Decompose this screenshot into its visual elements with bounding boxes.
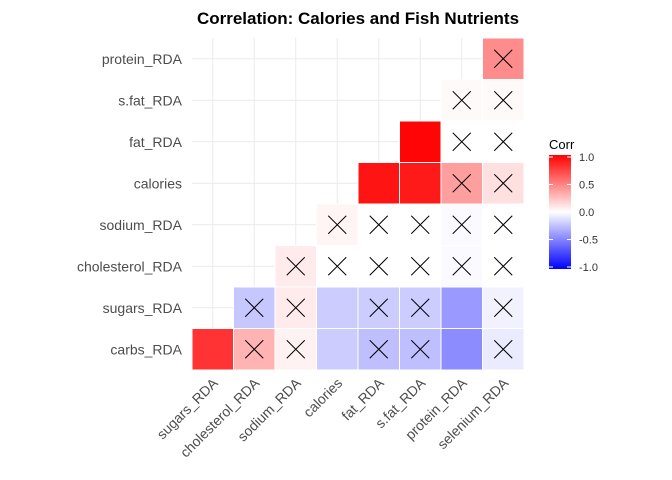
legend: Corr 1.0 0.5 0.0 -0.5 -1.0 <box>549 137 598 274</box>
insignificant-cross-mark <box>369 215 389 235</box>
legend-ticks: 1.0 0.5 0.0 -0.5 -1.0 <box>549 152 598 274</box>
insignificant-cross-mark <box>410 298 430 318</box>
insignificant-cross-mark <box>410 339 430 359</box>
heatmap-cells <box>191 37 525 371</box>
insignificant-cross-mark <box>327 215 347 235</box>
insignificant-cross-mark <box>369 298 389 318</box>
insignificant-cross-mark <box>452 90 472 110</box>
heatmap-cell <box>316 328 359 371</box>
legend-title: Corr <box>549 137 575 152</box>
insignificant-cross-mark <box>493 90 513 110</box>
legend-tick: 1.0 <box>549 152 594 164</box>
heatmap-cell <box>191 328 234 371</box>
heatmap-cell <box>357 162 400 205</box>
legend-tick: -1.0 <box>549 262 598 274</box>
insignificant-cross-mark <box>493 256 513 276</box>
legend-tick: -0.5 <box>549 235 598 247</box>
insignificant-cross-mark <box>493 339 513 359</box>
legend-tick: 0.0 <box>549 207 594 219</box>
x-tick-label: selenium_RDA <box>434 374 512 452</box>
y-tick-label: sugars_RDA <box>103 300 183 316</box>
y-tick-label: carbs_RDA <box>110 341 182 357</box>
insignificant-cross-mark <box>493 132 513 152</box>
insignificant-cross-mark <box>286 339 306 359</box>
legend-tick: 0.5 <box>549 180 594 192</box>
x-axis-labels: sugars_RDAcholesterol_RDAsodium_RDAcalor… <box>153 374 511 460</box>
svg-text:-1.0: -1.0 <box>579 262 598 274</box>
insignificant-cross-mark <box>493 298 513 318</box>
insignificant-cross-mark <box>493 215 513 235</box>
svg-text:0.0: 0.0 <box>579 207 594 219</box>
legend-colorbar <box>549 155 571 269</box>
heatmap-cell <box>440 286 483 329</box>
svg-text:-0.5: -0.5 <box>579 235 598 247</box>
heatmap-cell <box>399 162 442 205</box>
svg-text:1.0: 1.0 <box>579 152 594 164</box>
y-tick-label: calories <box>134 175 182 191</box>
insignificant-cross-mark <box>452 256 472 276</box>
y-tick-label: fat_RDA <box>129 134 183 150</box>
y-tick-label: sodium_RDA <box>100 217 183 233</box>
insignificant-cross-mark <box>452 173 472 193</box>
insignificant-cross-mark <box>410 215 430 235</box>
insignificant-cross-mark <box>452 132 472 152</box>
insignificant-cross-mark <box>493 49 513 69</box>
insignificant-cross-mark <box>369 339 389 359</box>
insignificant-cross-mark <box>452 215 472 235</box>
insignificant-cross-mark <box>244 298 264 318</box>
insignificant-cross-mark <box>244 339 264 359</box>
heatmap-cell <box>440 328 483 371</box>
insignificant-cross-mark <box>286 256 306 276</box>
insignificant-cross-mark <box>286 298 306 318</box>
insignificant-cross-mark <box>493 173 513 193</box>
heatmap-cell <box>399 120 442 163</box>
chart-title: Correlation: Calories and Fish Nutrients <box>197 9 519 28</box>
insignificant-cross-mark <box>369 256 389 276</box>
heatmap-cell <box>316 286 359 329</box>
insignificant-cross-mark <box>410 256 430 276</box>
y-tick-label: protein_RDA <box>102 51 183 67</box>
svg-text:0.5: 0.5 <box>579 180 594 192</box>
y-tick-label: cholesterol_RDA <box>77 258 183 274</box>
y-axis-labels: carbs_RDA sugars_RDA cholesterol_RDA sodium… <box>77 51 183 358</box>
insignificant-cross-mark <box>327 256 347 276</box>
y-tick-label: s.fat_RDA <box>118 92 182 108</box>
